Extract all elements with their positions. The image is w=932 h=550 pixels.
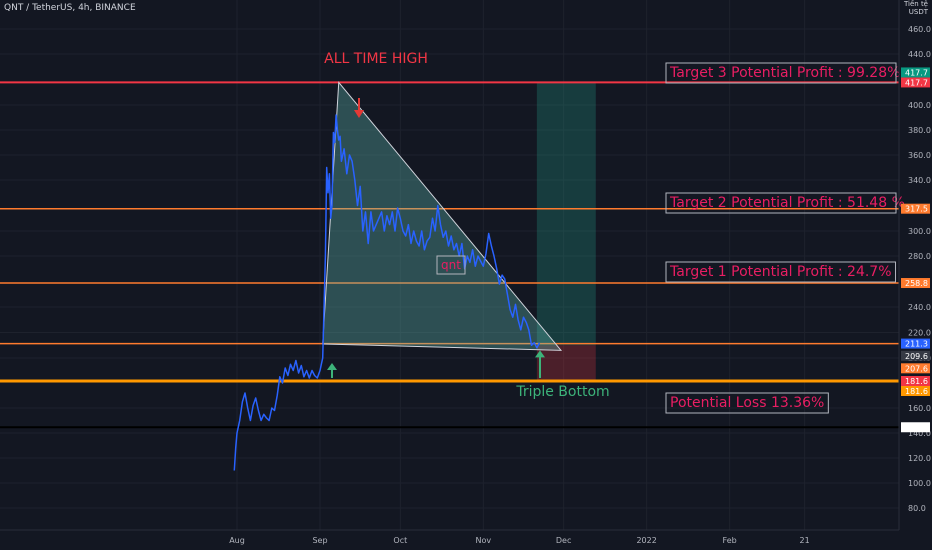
- price-tag-label: 207.6: [905, 364, 928, 373]
- price-tag-label: 144.6: [905, 423, 928, 432]
- time-tick-label: Oct: [393, 536, 407, 545]
- price-axis[interactable]: 80.0100.0120.0140.0160.0200.0220.0240.02…: [898, 0, 931, 530]
- price-tag: 144.6: [901, 422, 930, 433]
- time-tick-label: Aug: [229, 536, 245, 545]
- qnt-label: qnt: [441, 258, 461, 272]
- price-tag-bg: [901, 338, 930, 349]
- price-tick-label: 340.0: [908, 176, 931, 185]
- price-tick-label: 380.0: [908, 126, 931, 135]
- price-tag-bg: [901, 350, 930, 361]
- price-tag-label: 211.3: [905, 340, 928, 349]
- price-tick-label: 280.0: [908, 252, 931, 261]
- price-tag-label: 258.8: [905, 279, 928, 288]
- annotation-text: Potential Loss 13.36%: [670, 395, 824, 411]
- annotation-border: [665, 392, 829, 414]
- price-tag: 211.3: [901, 338, 930, 349]
- price-tick-label: 100.0: [908, 479, 931, 488]
- price-tag: 258.8: [901, 278, 930, 289]
- price-tag-bg: [901, 203, 930, 214]
- loss-zone[interactable]: [536, 345, 596, 381]
- qnt-label-border: [436, 255, 466, 275]
- annotation-border: [665, 62, 897, 84]
- symbol-title: QNT / TetherUS, 4h, BINANCE: [4, 3, 136, 13]
- price-tag: 207.6: [901, 363, 930, 374]
- price-tag-label: 209.6: [905, 352, 928, 361]
- price-tick-label: 300.0: [908, 227, 931, 236]
- horizontal-levels[interactable]: [0, 81, 899, 429]
- price-tick-label: 140.0: [908, 429, 931, 438]
- price-tick-label: 240.0: [908, 303, 931, 312]
- annotation-box[interactable]: Target 3 Potential Profit : 99.28%: [665, 62, 900, 84]
- green-arrow-up-bottom-head: [535, 350, 545, 358]
- price-tag-bg: [901, 386, 930, 396]
- price-tag: 181.6: [901, 386, 930, 396]
- price-tag-bg: [901, 67, 930, 78]
- price-tag-bg: [901, 278, 930, 289]
- price-tick-label: 440.0: [908, 50, 931, 59]
- annotation-boxes[interactable]: Target 3 Potential Profit : 99.28% Target…: [665, 62, 905, 414]
- annotation-box[interactable]: Target 2 Potential Profit : 51.48 %: [665, 192, 905, 214]
- qnt-label-box: qnt: [436, 255, 466, 275]
- time-tick-label: 2022: [636, 536, 656, 545]
- price-tag: 181.6: [901, 376, 930, 386]
- annotation-border: [665, 261, 897, 283]
- price-tag: 209.6: [901, 350, 930, 361]
- price-tag-bg: [901, 363, 930, 374]
- all-time-high-label: ALL TIME HIGH: [324, 51, 428, 67]
- green-arrow-up-left-head: [327, 363, 337, 370]
- price-tag-label: 417.7: [905, 78, 928, 87]
- price-series: [233, 114, 541, 471]
- annotation-text: Target 1 Potential Profit : 24.7%: [669, 264, 892, 280]
- price-tick-label: 80.0: [908, 504, 926, 513]
- time-tick-label: 21: [800, 536, 810, 545]
- price-tick-label: 400.0: [908, 101, 931, 110]
- profit-zone[interactable]: [536, 82, 596, 346]
- price-tick-label: 460.0: [908, 25, 931, 34]
- price-tick-label: 220.0: [908, 329, 931, 338]
- price-tag-bg: [901, 376, 930, 386]
- price-tag-label: 417.7: [905, 68, 928, 77]
- price-line: [233, 114, 541, 471]
- annotation-text: Target 2 Potential Profit : 51.48 %: [669, 195, 905, 211]
- annotation-box[interactable]: Target 1 Potential Profit : 24.7%: [665, 261, 897, 283]
- triple-bottom-label: Triple Bottom: [515, 384, 609, 400]
- time-tick-label: Nov: [476, 536, 492, 545]
- price-tag: 417.7: [901, 67, 930, 78]
- arrow-markers: [327, 98, 545, 378]
- currency-unit-label: Tiền tệ USDT: [903, 0, 928, 16]
- red-arrow-head: [354, 110, 364, 118]
- price-tag: 417.7: [901, 77, 930, 88]
- price-tag: 317.5: [901, 203, 930, 214]
- price-tick-label: 360.0: [908, 151, 931, 160]
- time-tick-label: Dec: [556, 536, 571, 545]
- price-tag-label: 317.5: [905, 205, 928, 214]
- price-tag-bg: [901, 422, 930, 433]
- price-tag-label: 181.6: [905, 387, 928, 396]
- price-tag-bg: [901, 77, 930, 88]
- chart-grid: [0, 0, 899, 530]
- annotation-border: [665, 192, 897, 214]
- price-tick-label: 120.0: [908, 454, 931, 463]
- annotation-box[interactable]: Potential Loss 13.36%: [665, 392, 829, 414]
- annotation-text: Target 3 Potential Profit : 99.28%: [669, 65, 900, 81]
- time-axis[interactable]: Aug Sep Oct Nov Dec 2022 Feb 21: [0, 529, 899, 545]
- price-tick-label: 160.0: [908, 404, 931, 413]
- time-tick-label: Sep: [312, 536, 327, 545]
- time-tick-label: Feb: [723, 536, 737, 545]
- long-position-zone[interactable]: [536, 82, 596, 381]
- chart-texts: ALL TIME HIGH Triple Bottom qnt: [324, 51, 610, 400]
- price-tag-label: 181.6: [905, 377, 928, 386]
